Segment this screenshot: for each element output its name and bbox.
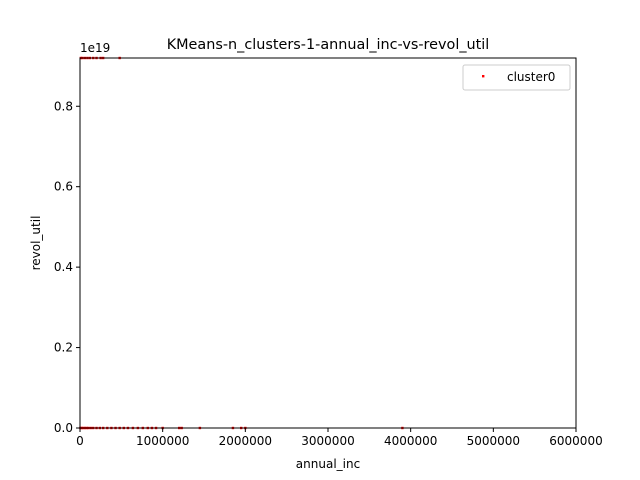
x-tick-label: 6000000	[549, 434, 602, 448]
chart-title: KMeans-n_clusters-1-annual_inc-vs-revol_…	[167, 37, 490, 53]
legend-marker	[482, 75, 485, 78]
x-tick-label: 1000000	[136, 434, 189, 448]
legend-label: cluster0	[507, 70, 555, 84]
y-tick-label: 0.6	[54, 180, 73, 194]
legend-box	[462, 64, 571, 91]
x-tick-label: 2000000	[219, 434, 272, 448]
x-tick-label: 5000000	[467, 434, 520, 448]
x-tick-label: 0	[76, 434, 84, 448]
y-axis-label: revol_util	[29, 216, 43, 271]
y-tick-label: 0.2	[54, 341, 73, 355]
x-tick-label: 4000000	[384, 434, 437, 448]
y-tick-label: 0.8	[54, 99, 73, 113]
y-axis-ticks: 0.0 0.2 0.4 0.6 0.8	[54, 99, 80, 435]
y-tick-label: 0.4	[54, 260, 73, 274]
x-tick-label: 3000000	[301, 434, 354, 448]
y-tick-label: 0.0	[54, 421, 73, 435]
legend: cluster0	[462, 64, 571, 91]
x-axis-ticks: 0 1000000 2000000 3000000 4000000 5000000 6000…	[76, 428, 603, 448]
x-axis-label: annual_inc	[296, 457, 360, 471]
y-offset-label: 1e19	[80, 41, 110, 55]
